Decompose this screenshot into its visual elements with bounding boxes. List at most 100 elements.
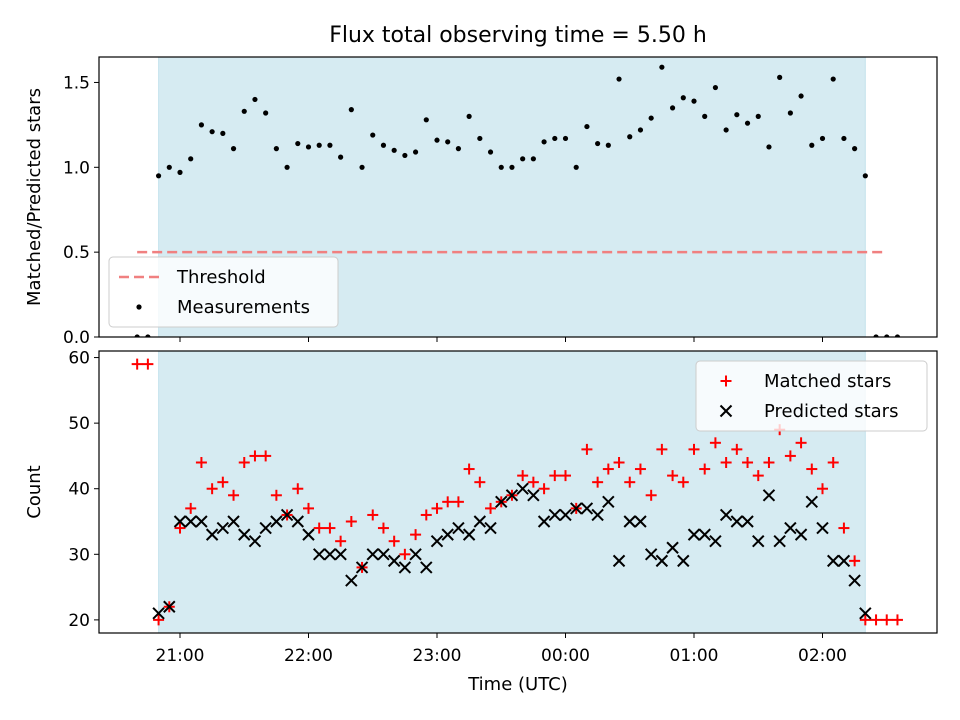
bottom-series1-point-b (612, 554, 626, 568)
bottom-y-tick-label: 30 (68, 545, 90, 565)
bottom-series0-point (549, 470, 561, 482)
bottom-legend-swatch (719, 404, 733, 418)
bottom-series1-point (784, 521, 797, 535)
bottom-series0-point (699, 463, 711, 475)
bottom-series1-point (173, 515, 187, 528)
bottom-series0-point (217, 476, 229, 488)
bottom-series0-point (367, 509, 379, 521)
bottom-series0-point (784, 450, 796, 462)
bottom-series1-point (302, 528, 315, 541)
bottom-series1-point-b (773, 534, 786, 548)
bottom-series1-point (848, 574, 861, 587)
top-series0-point (798, 93, 804, 99)
bottom-series0-point (709, 437, 721, 449)
top-series0-point (766, 144, 772, 150)
top-series0-point (595, 140, 601, 147)
bottom-series1-point-b (195, 515, 208, 528)
top-series0-point (530, 156, 536, 162)
top-legend-label: Threshold (176, 267, 266, 288)
bottom-series1-point-b (430, 534, 444, 548)
bottom-series1-point (570, 502, 583, 515)
bottom-series1-point-b (387, 554, 401, 568)
bottom-series0-point (377, 522, 389, 534)
top-y-tick-label: 0.0 (63, 328, 90, 348)
top-series0-point (884, 334, 890, 337)
bottom-series1-point-b (687, 528, 701, 541)
bottom-series0-point (410, 529, 422, 541)
bottom-series1-point-b (741, 515, 754, 528)
bottom-series1-point-b (377, 548, 390, 561)
bottom-series0-point (517, 470, 529, 482)
top-series0-point (648, 115, 654, 121)
bottom-series0-point (303, 502, 314, 514)
top-series0-point (669, 105, 676, 111)
bottom-series1-point-b (313, 548, 326, 561)
bottom-series0-point (817, 483, 828, 495)
bottom-series1-point (666, 541, 679, 554)
bottom-series1-point (719, 508, 733, 522)
bottom-series1-point-b (548, 508, 561, 522)
bottom-series1-point-b (163, 600, 176, 613)
top-series0-point (273, 146, 279, 152)
bottom-series0-point (195, 456, 207, 468)
bottom-series1-point (741, 515, 754, 528)
bottom-series1-point-b (570, 502, 583, 515)
top-series0-point (862, 173, 868, 179)
bottom-series1-point-b (666, 541, 679, 554)
bottom-series0-point (870, 614, 882, 626)
bottom-series1-point (248, 534, 262, 548)
bottom-series0-point (667, 470, 679, 482)
bottom-series1-point-b (644, 548, 658, 561)
bottom-series1-point-b (409, 548, 422, 561)
bottom-series1-point (773, 534, 786, 548)
bottom-series1-point (484, 521, 497, 535)
top-series0-point (188, 156, 194, 162)
bottom-series0-point (238, 456, 250, 468)
bottom-panel: 20 30 40 50 60 21:00 22:00 23:00 00:00 01:00 02:00… (24, 349, 938, 666)
top-series0-point (734, 112, 740, 118)
bottom-series0-point (806, 463, 818, 475)
top-series0-point (209, 129, 215, 135)
top-series0-point (380, 142, 387, 148)
bottom-series1-point-b (270, 515, 283, 528)
bottom-series1-point (709, 534, 722, 548)
bottom-series0-point (399, 548, 411, 560)
bottom-series1-point-b (505, 489, 519, 502)
top-series0-point (198, 122, 205, 128)
top-series0-point (894, 334, 901, 337)
bottom-series1-point (205, 528, 219, 541)
top-legend-swatch (136, 304, 142, 310)
top-series0-point (723, 127, 729, 133)
bottom-series1-point-b (238, 528, 251, 541)
bottom-series1-point (398, 561, 412, 574)
top-series0-point (230, 146, 237, 152)
bottom-series0-point (313, 522, 325, 534)
bottom-series1-point-b (634, 515, 647, 528)
bottom-series1-point (559, 508, 572, 522)
top-series0-point (402, 152, 408, 159)
bottom-series1-point (334, 548, 347, 561)
bottom-series0-point (688, 443, 700, 455)
bottom-series1-point (259, 521, 272, 535)
bottom-series1-point-b (462, 528, 476, 541)
top-series0-point (423, 117, 429, 123)
x-tick-label: 02:00 (798, 646, 847, 666)
bottom-series0-point (742, 456, 754, 468)
bottom-series0-point (420, 509, 432, 521)
bottom-series0-point (463, 463, 475, 475)
top-y-tick-label: 1.0 (63, 158, 90, 178)
bottom-series0-point (645, 489, 657, 501)
top-series0-point (487, 149, 494, 155)
bottom-y-tick-label: 60 (68, 349, 90, 369)
bottom-series0-point (538, 483, 550, 495)
top-series0-point (391, 147, 397, 153)
bottom-series1-point (280, 508, 294, 522)
bottom-y-tick-label: 50 (68, 414, 90, 434)
top-series0-point (263, 110, 269, 116)
bottom-series1-point (837, 554, 851, 568)
top-series0-point (370, 132, 376, 138)
bottom-legend-label: Predicted stars (764, 401, 898, 422)
bottom-series1-point-b (516, 482, 529, 495)
bottom-series1-point-b (227, 515, 240, 528)
bottom-series0-point (270, 489, 282, 501)
